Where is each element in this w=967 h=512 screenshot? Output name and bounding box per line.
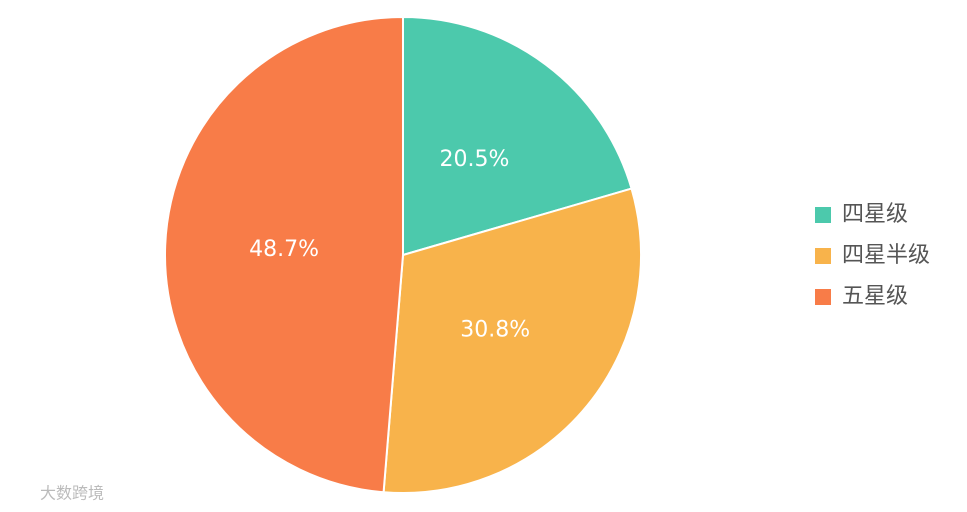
legend-swatch xyxy=(815,207,831,223)
legend-label: 四星级 xyxy=(842,202,908,227)
legend-label: 五星级 xyxy=(842,284,908,309)
value-label: 20.5% xyxy=(440,147,510,172)
value-label: 48.7% xyxy=(249,237,319,262)
legend-swatch xyxy=(815,289,831,305)
pie-slice xyxy=(382,187,642,494)
legend-swatch xyxy=(815,248,831,264)
value-label: 30.8% xyxy=(460,317,530,342)
legend-label: 四星半级 xyxy=(842,243,930,268)
watermark: 大数跨境 xyxy=(40,484,104,503)
pie-slice xyxy=(164,15,404,494)
pie-slice xyxy=(402,15,633,257)
